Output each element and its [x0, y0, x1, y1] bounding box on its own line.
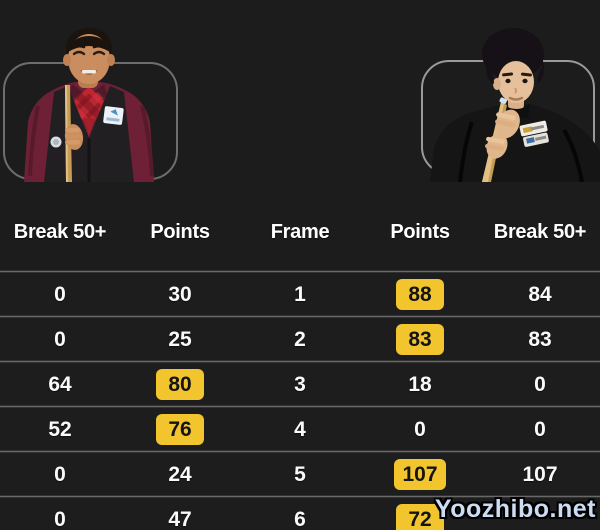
left-player-illustration	[24, 28, 154, 182]
table-row: 0 47 6 72	[0, 495, 600, 530]
right-break-cell: 0	[534, 417, 546, 441]
header-frame: Frame	[270, 220, 330, 243]
frame-number-cell: 4	[294, 417, 306, 441]
left-break-cell: 0	[54, 282, 66, 306]
left-points-cell: 24	[168, 462, 192, 486]
left-points-cell: 25	[168, 327, 192, 351]
left-break-cell: 52	[48, 417, 72, 441]
left-break-cell: 64	[48, 372, 72, 396]
left-points-cell: 47	[168, 507, 192, 530]
table-row: 0 25 2 83 83	[0, 315, 600, 360]
table-row: 0 30 1 88 84	[0, 270, 600, 315]
frame-number-cell: 1	[294, 282, 306, 306]
left-points-cell: 30	[168, 282, 192, 306]
score-table-header: Break 50+ Points Frame Points Break 50+	[0, 214, 600, 250]
frame-number-cell: 2	[294, 327, 306, 351]
right-break-cell: 107	[522, 462, 558, 486]
score-table-body: 0 30 1 88 84 0 25 2 83 83 64 80 3 18 0 5…	[0, 270, 600, 530]
right-break-cell: 84	[528, 282, 552, 306]
right-points-cell: 88	[396, 278, 444, 310]
right-points-cell: 18	[408, 372, 432, 396]
left-break-cell: 0	[54, 507, 66, 530]
left-points-cell: 76	[156, 413, 204, 445]
right-points-cell: 107	[394, 458, 446, 490]
watermark: Yoozhibo.net	[434, 495, 596, 523]
right-player-illustration	[430, 28, 600, 182]
left-break-cell: 0	[54, 327, 66, 351]
left-break-cell: 0	[54, 462, 66, 486]
header-left-break50: Break 50+	[13, 220, 107, 243]
right-player-photo	[424, 26, 600, 182]
left-points-cell: 80	[156, 368, 204, 400]
header-right-points: Points	[390, 220, 450, 243]
table-row: 64 80 3 18 0	[0, 360, 600, 405]
table-row: 52 76 4 0 0	[0, 405, 600, 450]
frame-number-cell: 6	[294, 507, 306, 530]
left-player-photo	[10, 26, 176, 182]
right-points-cell: 83	[396, 323, 444, 355]
right-break-cell: 83	[528, 327, 552, 351]
table-row: 0 24 5 107 107	[0, 450, 600, 495]
right-points-cell: 72	[396, 503, 444, 530]
right-points-cell: 0	[414, 417, 426, 441]
header-right-break50: Break 50+	[493, 220, 587, 243]
right-break-cell: 0	[534, 372, 546, 396]
frame-number-cell: 5	[294, 462, 306, 486]
header-left-points: Points	[150, 220, 210, 243]
frame-number-cell: 3	[294, 372, 306, 396]
